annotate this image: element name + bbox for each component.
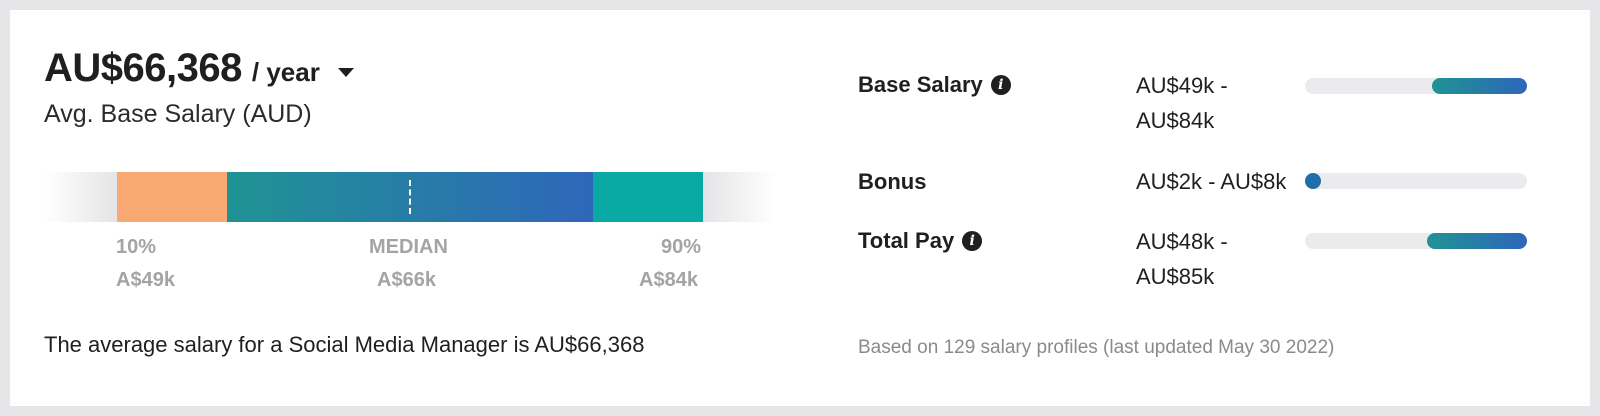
total-pay-range-line2: AU$85k	[1136, 264, 1215, 289]
median-value: A$66k	[377, 269, 436, 291]
median-marker	[409, 180, 411, 214]
bonus-range: AU$2k - AU$8k	[1136, 164, 1286, 199]
p10-value: A$49k	[116, 269, 175, 291]
info-icon[interactable]: i	[962, 231, 983, 251]
total-pay-label-text: Total Pay	[858, 228, 955, 253]
distribution-high-segment	[593, 172, 703, 222]
salary-distribution-bar	[44, 172, 784, 222]
base-salary-range: AU$49k - AU$84k	[1136, 68, 1228, 138]
bonus-label: Bonus	[858, 169, 926, 195]
base-salary-label: Base Salary i	[858, 72, 1011, 98]
base-salary-bar	[1305, 78, 1527, 94]
distribution-fade-right	[702, 172, 776, 222]
median-label: MEDIAN	[369, 236, 448, 258]
bonus-bar	[1305, 173, 1527, 189]
salary-card: AU$66,368 / year Avg. Base Salary (AUD) …	[10, 10, 1590, 406]
p90-value: A$84k	[639, 269, 698, 291]
avg-base-salary-label: Avg. Base Salary (AUD)	[44, 100, 312, 128]
salary-amount: AU$66,368	[44, 46, 242, 90]
bonus-label-text: Bonus	[858, 169, 927, 194]
base-salary-label-text: Base Salary	[858, 72, 983, 97]
bonus-range-line1: AU$2k - AU$8k	[1136, 169, 1287, 194]
bonus-bar-dot	[1305, 173, 1321, 189]
total-pay-bar	[1305, 233, 1527, 249]
total-pay-bar-fill	[1427, 233, 1527, 249]
total-pay-range-line1: AU$48k -	[1136, 229, 1228, 254]
salary-period[interactable]: / year	[251, 57, 320, 87]
p10-label: 10%	[116, 236, 157, 258]
distribution-fade-left	[44, 172, 118, 222]
caret-down-icon[interactable]	[337, 68, 354, 77]
salary-description: The average salary for a Social Media Ma…	[44, 332, 645, 357]
base-salary-range-line2: AU$84k	[1136, 108, 1215, 133]
base-salary-range-line1: AU$49k -	[1136, 73, 1228, 98]
base-salary-bar-fill	[1431, 78, 1527, 94]
p90-label: 90%	[661, 236, 702, 258]
info-icon[interactable]: i	[990, 75, 1011, 95]
total-pay-label: Total Pay i	[858, 228, 983, 254]
distribution-low-segment	[117, 172, 228, 222]
total-pay-range: AU$48k - AU$85k	[1136, 224, 1228, 294]
salary-header: AU$66,368 / year	[44, 46, 354, 91]
footnote: Based on 129 salary profiles (last updat…	[858, 337, 1335, 358]
